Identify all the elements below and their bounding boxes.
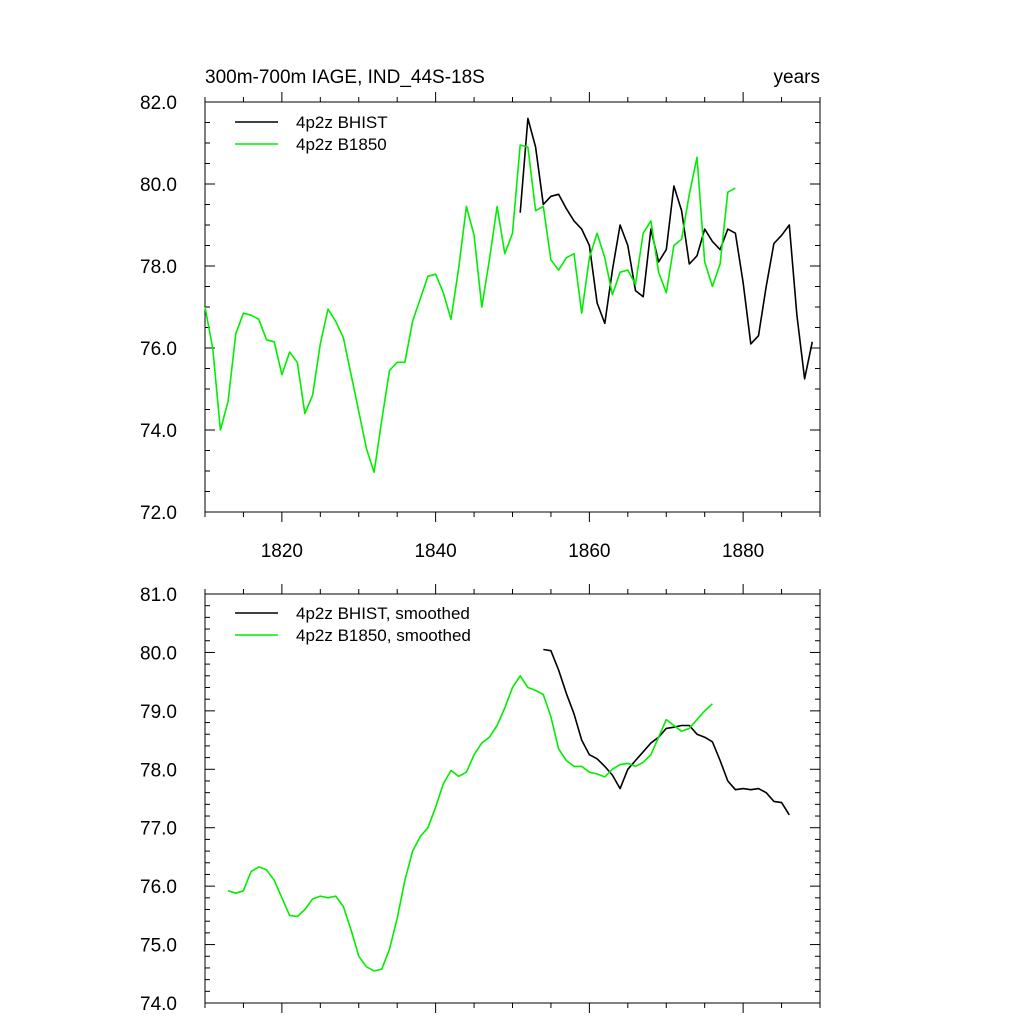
bottom-ytick-label: 79.0 xyxy=(140,702,177,723)
top-xtick-label: 1860 xyxy=(568,541,610,562)
top-xtick-label: 1880 xyxy=(722,541,764,562)
bottom-series-line-1 xyxy=(227,674,713,972)
bottom-ytick-label: 81.0 xyxy=(140,585,177,606)
top-legend-label-0: 4p2z BHIST xyxy=(296,113,388,132)
top-panel: 300m-700m IAGE, IND_44S-18S years 72.0 74… xyxy=(140,67,821,562)
top-series-line-0 xyxy=(519,117,814,380)
top-ytick-label: 80.0 xyxy=(140,175,177,196)
bottom-ytick-label: 75.0 xyxy=(140,936,177,957)
top-plot-frame xyxy=(204,101,821,513)
bottom-ytick-label: 77.0 xyxy=(140,819,177,840)
top-ytick-label: 78.0 xyxy=(140,257,177,278)
bottom-plot-frame xyxy=(204,593,821,1004)
bottom-legend-label-1: 4p2z B1850, smoothed xyxy=(296,626,471,645)
bottom-ytick-label: 78.0 xyxy=(140,760,177,781)
top-ytick-label: 82.0 xyxy=(140,93,177,114)
top-xtick-label: 1820 xyxy=(261,541,303,562)
bottom-legend-label-0: 4p2z BHIST, smoothed xyxy=(296,604,470,623)
top-xtick-label: 1840 xyxy=(414,541,456,562)
top-ytick-label: 72.0 xyxy=(140,503,177,524)
bottom-panel: 74.0 75.0 76.0 77.0 78.0 79.0 80.0 81.0 4p2z BHI… xyxy=(140,584,821,1015)
top-ytick-label: 76.0 xyxy=(140,339,177,360)
bottom-series-line-0 xyxy=(543,648,790,816)
top-panel-units: years xyxy=(774,67,820,88)
bottom-ytick-label: 80.0 xyxy=(140,643,177,664)
bottom-ytick-label: 74.0 xyxy=(140,994,177,1015)
top-legend-label-1: 4p2z B1850 xyxy=(296,135,387,154)
top-series-line-1 xyxy=(204,144,736,474)
top-ytick-label: 74.0 xyxy=(140,421,177,442)
bottom-ytick-label: 76.0 xyxy=(140,877,177,898)
top-panel-title: 300m-700m IAGE, IND_44S-18S xyxy=(205,67,485,88)
